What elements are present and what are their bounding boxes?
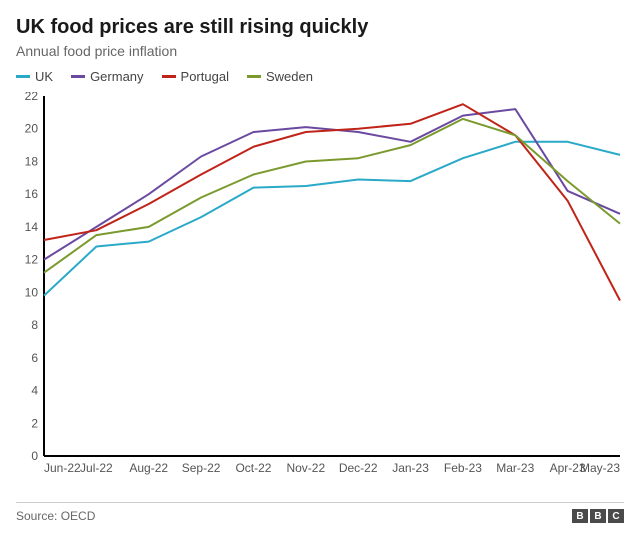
y-tick-label: 20 xyxy=(25,122,39,136)
legend-label: UK xyxy=(35,69,53,84)
line-chart: 0 2 4 6 8 10 12 14 16 18 20 22 Jun-22Jul-22 Aug-22 Sep… xyxy=(16,92,624,492)
y-tick-label: 2 xyxy=(31,416,38,430)
y-tick-label: 6 xyxy=(31,351,38,365)
x-tick-label: Nov-22 xyxy=(286,461,325,475)
series-line-germany xyxy=(44,109,620,260)
y-tick-label: 18 xyxy=(25,154,39,168)
legend-item: Portugal xyxy=(162,69,229,84)
x-tick-label: Oct-22 xyxy=(235,461,271,475)
legend-label: Portugal xyxy=(181,69,229,84)
y-tick-label: 10 xyxy=(25,285,39,299)
chart-footer: Source: OECD B B C xyxy=(16,502,624,523)
bbc-logo: B B C xyxy=(572,509,624,523)
legend-label: Germany xyxy=(90,69,143,84)
x-tick-label: Sep-22 xyxy=(182,461,221,475)
series-line-portugal xyxy=(44,104,620,300)
series-line-uk xyxy=(44,142,620,296)
legend-swatch xyxy=(16,75,30,78)
y-tick-label: 0 xyxy=(31,449,38,463)
chart-subtitle: Annual food price inflation xyxy=(16,43,624,59)
y-tick-label: 14 xyxy=(25,220,39,234)
y-tick-label: 12 xyxy=(25,253,39,267)
y-tick-label: 8 xyxy=(31,318,38,332)
x-tick-label: Jun-22 xyxy=(44,461,81,475)
bbc-logo-block: B xyxy=(572,509,588,523)
x-tick-label: Jan-23 xyxy=(392,461,429,475)
legend: UK Germany Portugal Sweden xyxy=(16,69,624,84)
source-text: Source: OECD xyxy=(16,509,95,523)
x-tick-label: Mar-23 xyxy=(496,461,534,475)
y-tick-label: 22 xyxy=(25,92,39,103)
legend-swatch xyxy=(162,75,176,78)
legend-swatch xyxy=(247,75,261,78)
bbc-logo-block: C xyxy=(608,509,624,523)
legend-item: Sweden xyxy=(247,69,313,84)
x-tick-label: Dec-22 xyxy=(339,461,378,475)
legend-label: Sweden xyxy=(266,69,313,84)
x-tick-label: Feb-23 xyxy=(444,461,482,475)
legend-item: Germany xyxy=(71,69,143,84)
legend-item: UK xyxy=(16,69,53,84)
chart-title: UK food prices are still rising quickly xyxy=(16,16,624,39)
chart-svg: 0 2 4 6 8 10 12 14 16 18 20 22 Jun-22Jul-22 Aug-22 Sep… xyxy=(16,92,624,492)
legend-swatch xyxy=(71,75,85,78)
bbc-logo-block: B xyxy=(590,509,606,523)
x-tick-label: May-23 xyxy=(580,461,620,475)
y-tick-label: 4 xyxy=(31,384,38,398)
y-tick-label: 16 xyxy=(25,187,39,201)
x-tick-label: Aug-22 xyxy=(129,461,168,475)
x-tick-label: Jul-22 xyxy=(80,461,113,475)
